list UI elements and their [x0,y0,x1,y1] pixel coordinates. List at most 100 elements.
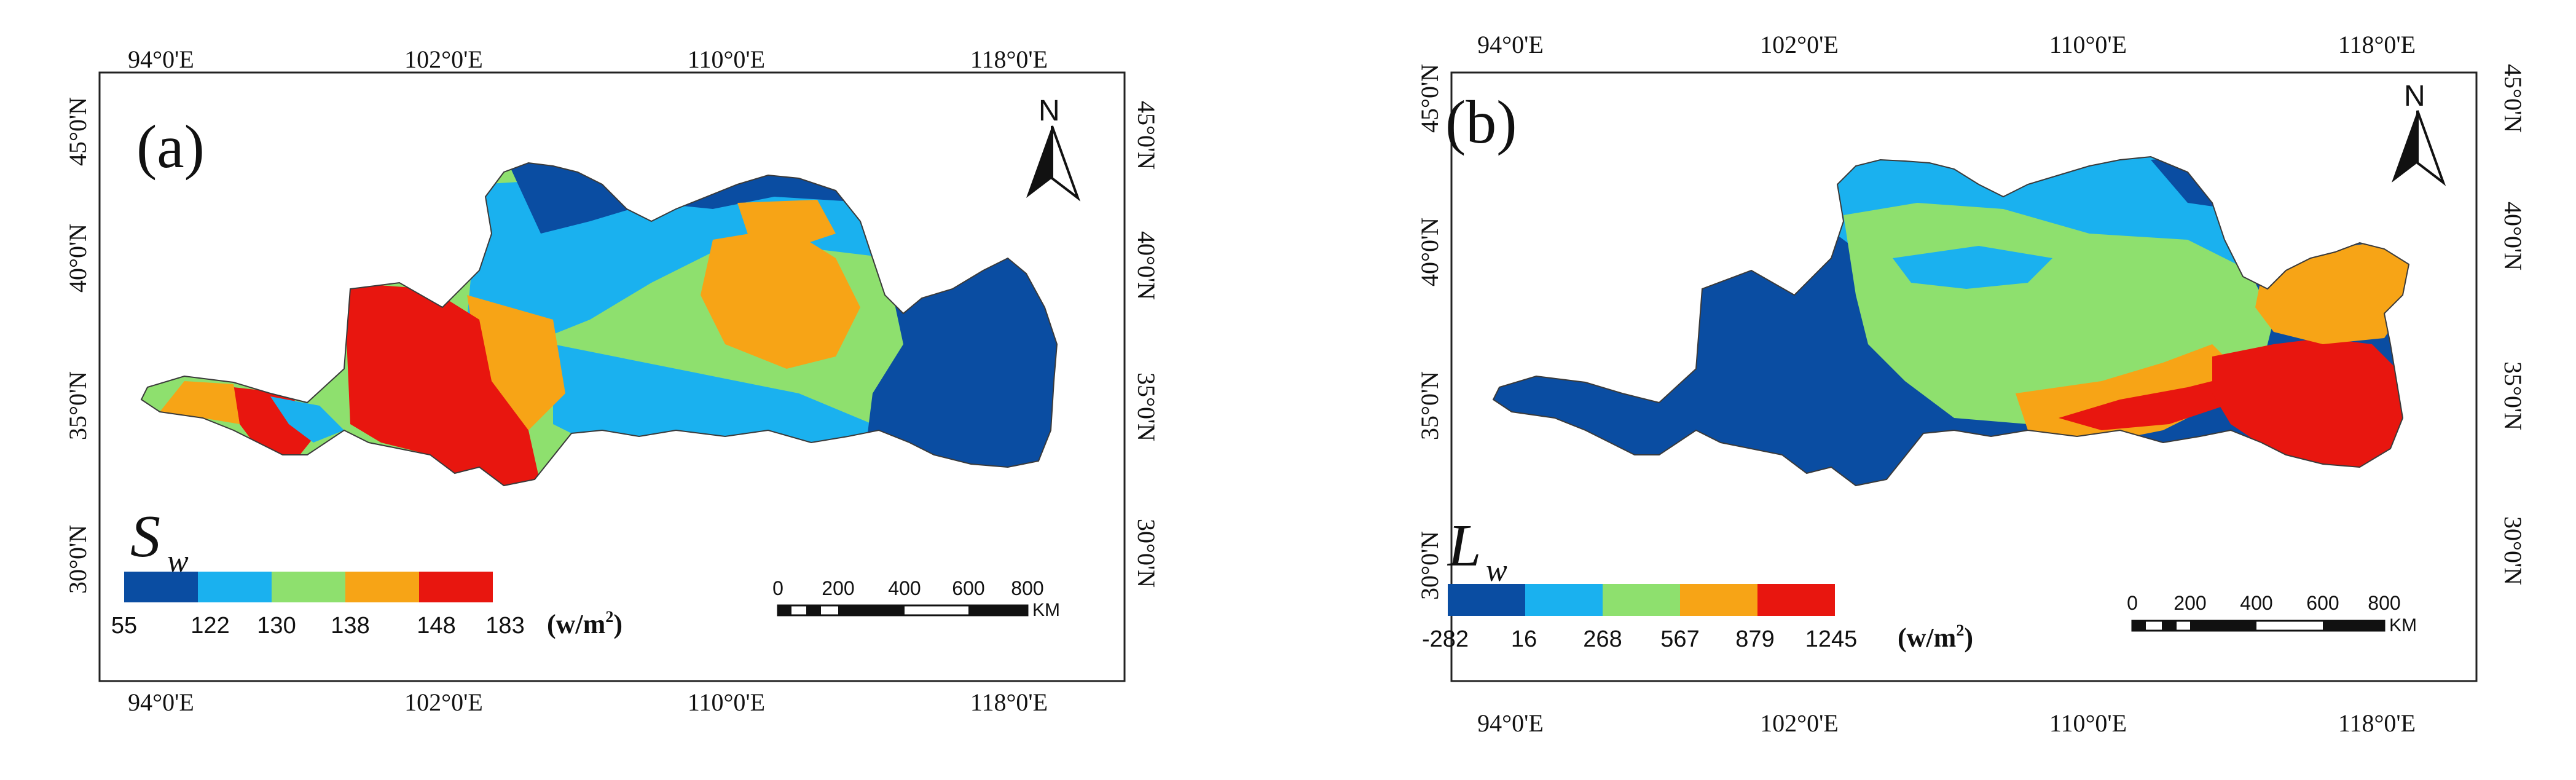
legend-swatch [1680,584,1757,616]
zone-class-4 [737,200,836,246]
lon-tick: 118°0'E [2338,31,2416,58]
variable-subscript: w [1486,553,1507,588]
lon-tick: 102°0'E [1760,31,1839,58]
variable-symbol: L w [1447,513,1507,588]
lat-tick: 30°0'N [2499,516,2527,585]
lon-tick: 102°0'E [404,45,483,73]
zone-class-4 [160,381,240,424]
lat-tick: 45°0'N [1133,101,1160,170]
variable-letter: L [1447,513,1482,579]
legend-break: 879 [1735,626,1774,652]
legend-break: 122 [190,613,229,639]
lon-ticks-top: 94°0'E 102°0'E 110°0'E 118°0'E [128,45,1048,73]
north-label: N [2404,80,2425,112]
zone-class-4 [2255,243,2409,344]
legend-break: 268 [1583,626,1622,652]
zone-class-2 [1893,246,2052,289]
legend-break: 567 [1660,626,1699,652]
legend-swatch [345,572,419,602]
legend-swatch [272,572,345,602]
legend-break: 183 [485,613,524,639]
legend-break: -282 [1422,626,1469,652]
lon-ticks-bottom: 94°0'E 102°0'E 110°0'E 118°0'E [128,688,1048,716]
legend-swatch [124,572,198,602]
zone-class-5 [2059,375,2237,430]
scale-unit: KM [1032,600,1060,620]
color-legend: -282 16 268 567 879 1245 (w/m2) [1422,584,1973,653]
lon-tick: 102°0'E [404,688,483,716]
scale-label: 200 [2174,592,2206,614]
scale-label: 600 [952,577,984,599]
zone-class-2 [553,344,873,455]
variable-symbol: S w [130,503,189,579]
legend-break: 55 [111,613,137,639]
map-panel-a: (a) N S w 55 122 130 138 148 183 (w/m2) [64,45,1160,716]
lat-tick: 30°0'N [64,525,92,594]
lat-tick: 40°0'N [64,224,92,293]
north-arrow-icon: N [1026,95,1081,202]
lon-tick: 94°0'E [128,688,194,716]
color-legend: 55 122 130 138 148 183 (w/m2) [111,572,622,639]
scale-label: 400 [2240,592,2272,614]
zone-class-5 [344,283,541,486]
zone-class-4 [701,227,860,369]
scale-label: 800 [1011,577,1043,599]
lon-ticks-top: 94°0'E 102°0'E 110°0'E 118°0'E [1477,31,2416,58]
zone-class-2 [270,396,344,443]
scale-label: 600 [2306,592,2339,614]
lon-tick: 110°0'E [688,688,765,716]
lon-tick: 94°0'E [128,45,194,73]
scale-label: 200 [822,577,854,599]
lat-tick: 35°0'N [1416,371,1443,440]
north-label: N [1039,95,1060,127]
lat-ticks-right: 45°0'N 40°0'N 35°0'N 30°0'N [2499,64,2527,585]
lon-tick: 110°0'E [2049,709,2127,737]
lat-ticks-left: 45°0'N 40°0'N 35°0'N 30°0'N [1416,64,1443,600]
lon-tick: 110°0'E [688,45,765,73]
lat-tick: 35°0'N [2499,361,2527,430]
lon-tick: 94°0'E [1477,709,1544,737]
lat-tick: 35°0'N [1133,372,1160,441]
lon-ticks-bottom: 94°0'E 102°0'E 110°0'E 118°0'E [1477,709,2416,737]
unit-base: (w/m [547,609,605,639]
variable-letter: S [130,503,160,570]
legend-swatch [419,572,493,602]
legend-break: 148 [417,613,455,639]
lat-tick: 30°0'N [1133,519,1160,588]
legend-unit: (w/m2) [547,608,622,639]
lat-tick: 40°0'N [2499,202,2527,270]
lon-tick: 118°0'E [2338,709,2416,737]
lat-tick: 35°0'N [64,371,92,440]
zone-class-5 [2212,338,2409,467]
lon-tick: 110°0'E [2049,31,2127,58]
scale-label: 400 [888,577,921,599]
lon-tick: 94°0'E [1477,31,1544,58]
north-arrow-icon: N [2392,80,2446,186]
lat-tick: 40°0'N [1133,231,1160,300]
unit-close: ) [1964,623,1973,653]
legend-swatch [1448,584,1525,616]
lon-tick: 118°0'E [970,45,1048,73]
legend-break: 138 [331,613,369,639]
legend-swatch [198,572,272,602]
lat-ticks-right: 45°0'N 40°0'N 35°0'N 30°0'N [1133,101,1160,588]
scale-label: 0 [2127,592,2138,614]
lat-tick: 45°0'N [64,97,92,166]
legend-swatch [1525,584,1603,616]
legend-break: 16 [1511,626,1537,652]
legend-unit: (w/m2) [1898,621,1973,653]
unit-close: ) [613,609,622,639]
map-panel-b: (b) N L w -282 16 268 567 879 1245 (w/m2… [1416,31,2527,737]
legend-swatch [1757,584,1835,616]
scale-bar: 0 200 400 600 800 KM [772,577,1060,620]
legend-swatch [1603,584,1680,616]
unit-sup: 2 [605,608,613,626]
lat-ticks-left: 45°0'N 40°0'N 35°0'N 30°0'N [64,97,92,594]
legend-break: 130 [257,613,296,639]
unit-sup: 2 [1956,621,1964,639]
lon-tick: 118°0'E [970,688,1048,716]
scale-unit: KM [2389,615,2417,636]
scale-label: 0 [772,577,783,599]
scale-label: 800 [2368,592,2400,614]
